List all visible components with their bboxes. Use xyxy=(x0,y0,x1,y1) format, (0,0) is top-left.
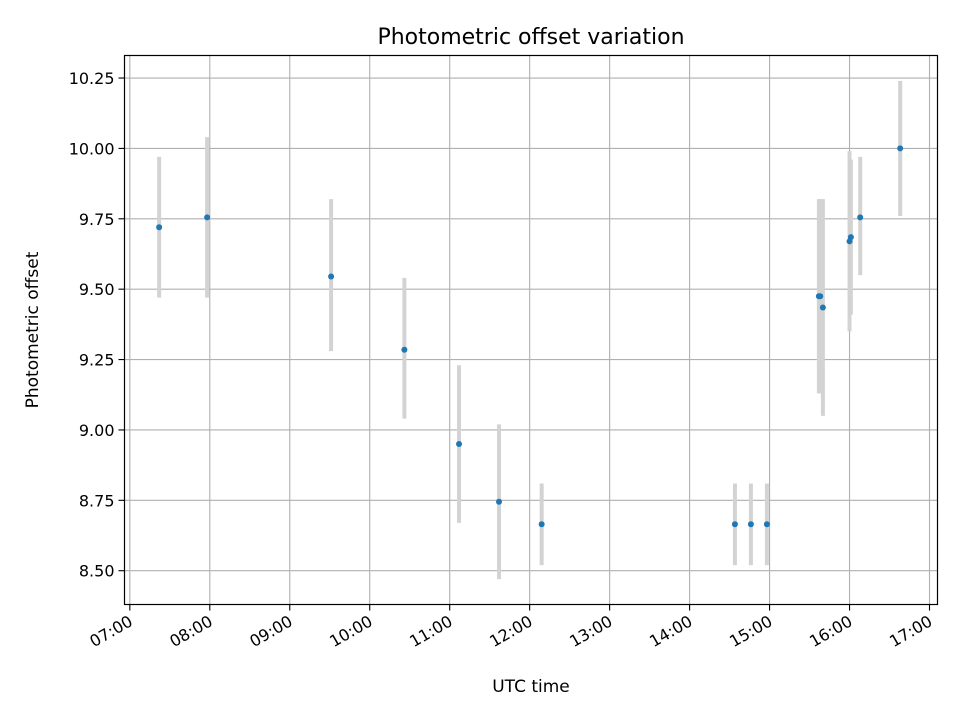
y-tick-label: 10.25 xyxy=(69,69,115,88)
data-point xyxy=(204,214,211,221)
y-axis: 8.50 8.75 9.00 9.25 9.50 9.75 10.00 10.25 xyxy=(69,69,125,581)
y-tick-label: 10.00 xyxy=(69,139,115,158)
data-point xyxy=(456,441,463,448)
data-point xyxy=(496,498,503,505)
chart-title: Photometric offset variation xyxy=(377,25,684,50)
data-point xyxy=(401,346,408,353)
data-point xyxy=(747,521,754,528)
y-axis-label: Photometric offset xyxy=(23,251,43,408)
y-tick-label: 9.00 xyxy=(79,421,115,440)
y-tick-label: 9.75 xyxy=(79,210,115,229)
data-points xyxy=(156,145,904,528)
data-point xyxy=(817,293,824,300)
y-tick-label: 8.50 xyxy=(79,562,115,581)
data-point xyxy=(857,214,864,221)
data-point xyxy=(731,521,738,528)
data-point xyxy=(897,145,904,152)
y-tick-label: 9.50 xyxy=(79,280,115,299)
x-axis-label: UTC time xyxy=(492,677,570,697)
plot-frame xyxy=(123,54,939,606)
y-tick-label: 8.75 xyxy=(79,491,115,510)
y-tick-label: 9.25 xyxy=(79,351,115,370)
data-point xyxy=(156,224,163,231)
data-point xyxy=(819,304,826,311)
data-point xyxy=(763,521,770,528)
data-point xyxy=(538,521,545,528)
data-point xyxy=(328,273,335,280)
data-point xyxy=(847,234,854,241)
